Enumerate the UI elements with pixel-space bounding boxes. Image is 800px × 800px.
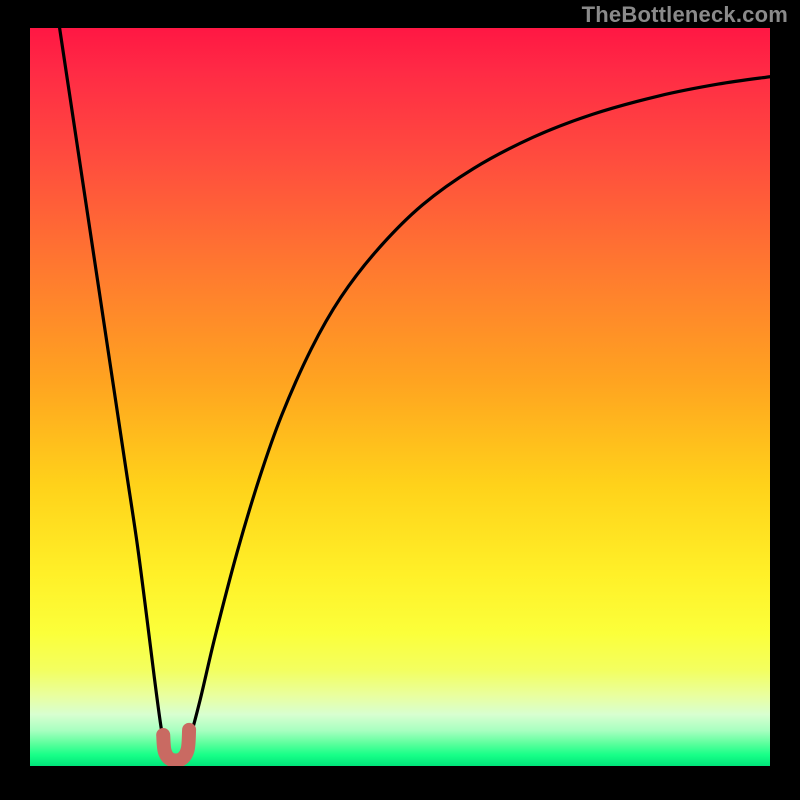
curves-layer bbox=[30, 28, 770, 766]
bottleneck-marker-icon bbox=[163, 730, 189, 761]
chart-frame: TheBottleneck.com bbox=[0, 0, 800, 800]
plot-area bbox=[30, 28, 770, 766]
watermark-text: TheBottleneck.com bbox=[582, 2, 788, 28]
curve-right bbox=[182, 77, 770, 760]
curve-left bbox=[60, 28, 170, 760]
